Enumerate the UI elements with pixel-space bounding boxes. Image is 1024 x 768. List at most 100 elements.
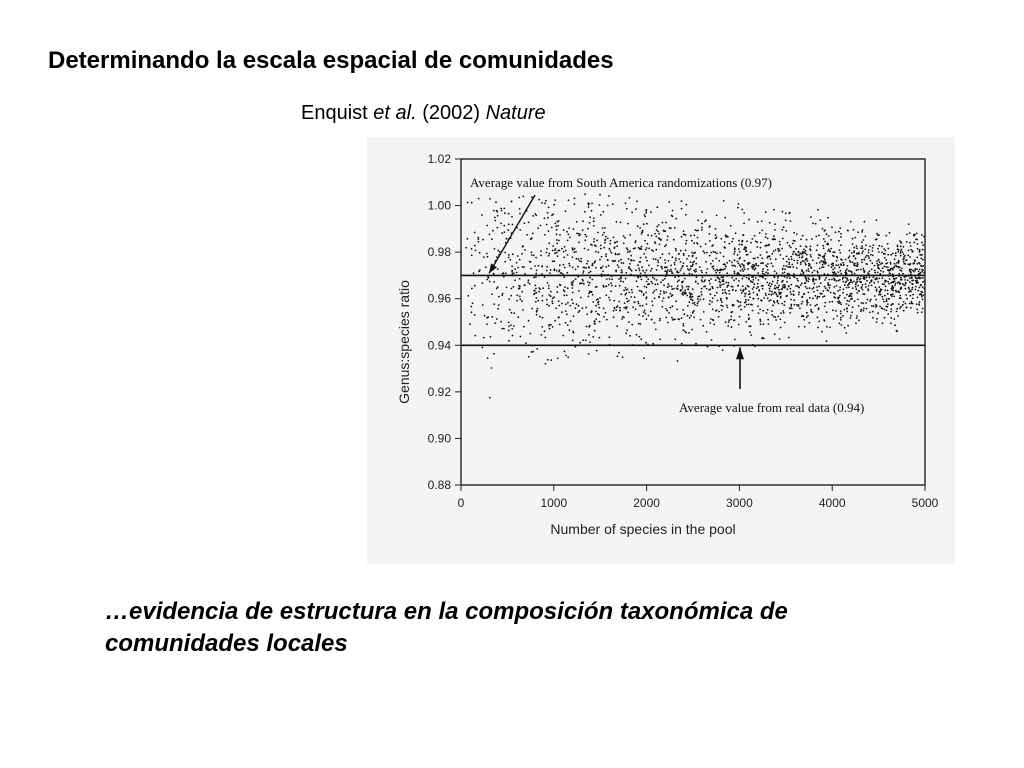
scatter-point [503,327,505,330]
scatter-point [548,294,551,296]
scatter-point [801,234,804,237]
scatter-point [851,281,854,284]
scatter-point [740,292,743,294]
scatter-point [641,266,644,269]
scatter-point [844,269,847,272]
scatter-point [829,250,831,253]
scatter-point [842,288,845,291]
scatter-point [667,283,670,285]
scatter-point [735,277,738,280]
scatter-point [645,291,648,294]
y-tick-label: 0.98 [428,245,452,259]
scatter-point [894,324,896,327]
scatter-point [715,257,718,260]
scatter-point [651,276,654,279]
scatter-point [878,261,881,264]
scatter-point [798,254,801,256]
annotation-label: Average value from real data (0.94) [679,400,864,415]
scatter-point [743,266,745,269]
scatter-point [815,235,818,238]
scatter-point [809,249,812,252]
scatter-point [685,239,688,242]
scatter-point [794,252,797,255]
scatter-point [630,296,633,298]
scatter-point [790,298,792,301]
scatter-point [865,276,868,279]
scatter-point [907,263,910,266]
scatter-point [622,235,625,237]
scatter-point [567,233,570,236]
scatter-point [742,270,745,272]
scatter-point [572,228,575,230]
scatter-point [670,270,673,273]
scatter-point [774,223,776,225]
scatter-point [627,311,629,314]
scatter-point [822,261,825,264]
scatter-point [732,237,734,240]
scatter-point [504,260,507,263]
scatter-point [586,262,588,265]
scatter-point [548,252,551,255]
scatter-point [830,263,833,266]
scatter-point [751,303,753,306]
scatter-point [588,267,590,269]
scatter-point [689,267,692,270]
scatter-point [565,303,567,306]
scatter-point [920,311,923,313]
scatter-point [835,264,838,267]
scatter-point [846,293,848,296]
scatter-point [890,253,892,256]
scatter-point [870,284,873,287]
scatter-point [724,247,727,249]
plot-frame [460,158,926,486]
scatter-point [680,200,683,203]
scatter-point [498,250,501,253]
scatter-point [803,282,806,285]
scatter-point [581,282,583,285]
scatter-point [894,289,897,292]
scatter-point [751,276,753,278]
scatter-point [779,295,782,298]
scatter-point [777,302,780,305]
scatter-point [921,270,923,273]
scatter-point [790,305,793,307]
scatter-point [840,272,843,275]
scatter-point [741,285,744,288]
scatter-point [668,270,671,273]
scatter-point [534,213,537,215]
scatter-point [558,304,561,307]
scatter-point [518,287,521,290]
scatter-point [764,292,767,295]
scatter-point [626,248,629,251]
scatter-point [855,245,858,247]
scatter-point [821,227,824,230]
scatter-point [719,286,722,288]
scatter-point [682,233,685,236]
scatter-point [599,214,602,216]
scatter-point [817,208,819,211]
scatter-point [787,285,790,288]
scatter-point [900,270,903,272]
scatter-point [918,303,920,306]
scatter-point [556,357,559,360]
scatter-point [467,294,470,297]
scatter-point [783,276,786,278]
scatter-point [737,305,740,308]
scatter-point [875,288,878,291]
scatter-point [901,251,904,253]
scatter-point [580,257,582,260]
scatter-point [917,289,920,292]
scatter-point [772,304,774,307]
scatter-point [779,292,782,295]
scatter-point [890,308,893,311]
scatter-point [507,229,510,231]
scatter-point [538,287,541,289]
scatter-point [853,246,856,249]
scatter-point [581,278,584,281]
scatter-point [874,278,877,281]
scatter-point [799,245,802,247]
scatter-point [856,292,859,294]
scatter-point [696,236,699,239]
scatter-point [591,262,594,265]
scatter-point [910,290,912,293]
